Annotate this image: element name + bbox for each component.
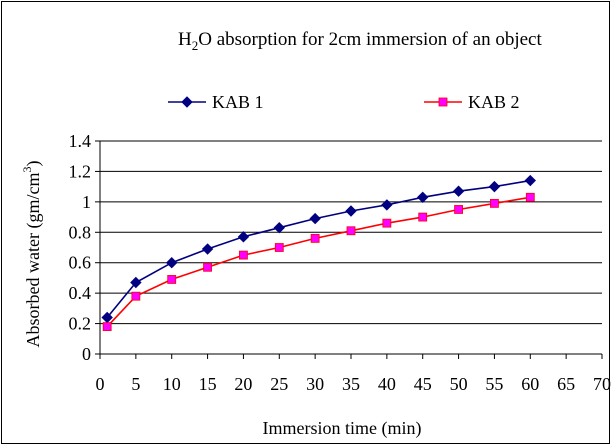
data-point	[345, 205, 357, 217]
y-tick-label: 0.4	[69, 283, 92, 303]
data-point	[203, 262, 212, 272]
data-point	[237, 231, 250, 243]
y-tick-label: 1	[82, 192, 91, 212]
x-tick-label: 30	[306, 374, 324, 394]
x-tick-label: 45	[414, 374, 432, 394]
y-axis-label-superscript: 3	[20, 167, 34, 173]
x-tick-label: 40	[378, 374, 396, 394]
data-point	[273, 222, 285, 234]
data-point	[490, 198, 499, 208]
data-point	[201, 243, 214, 255]
series-2	[102, 192, 535, 332]
chart-title-main: H	[178, 29, 192, 50]
data-point	[274, 243, 284, 252]
x-tick-label: 70	[593, 374, 611, 394]
series-line	[106, 179, 531, 319]
gridlines	[100, 140, 602, 325]
data-point	[130, 276, 142, 289]
data-point	[454, 205, 463, 214]
chart-title: H2O absorption for 2cm immersion of an o…	[178, 29, 542, 53]
x-tick-label: 20	[234, 374, 252, 394]
x-tick-label: 60	[521, 374, 539, 394]
x-tick-label: 25	[270, 374, 288, 394]
data-point	[418, 212, 428, 222]
y-tick-label: 1.4	[69, 131, 92, 151]
y-tick-label: 0	[82, 344, 91, 364]
data-point	[525, 192, 535, 202]
data-point	[524, 174, 536, 187]
y-tick-label: 0.6	[69, 253, 92, 273]
legend-item-2: KAB 2	[424, 92, 520, 112]
y-tick-label: 1.2	[69, 161, 92, 181]
legend-label: KAB 2	[468, 92, 520, 112]
y-axis-label: Absorbed water (gm/cm3)	[20, 161, 44, 348]
y-axis-label-main: Absorbed water (gm/cm	[23, 173, 44, 348]
data-point	[382, 218, 392, 228]
chart-title-subscript: 2	[192, 38, 199, 53]
x-tick-label: 15	[199, 374, 217, 394]
data-point	[310, 233, 320, 243]
axes	[95, 140, 603, 359]
legend-label: KAB 1	[212, 92, 264, 112]
data-point	[131, 291, 141, 301]
chart-title-rest: O absorption for 2cm immersion of an obj…	[198, 29, 542, 50]
data-point	[309, 212, 321, 225]
data-point	[166, 257, 178, 269]
series-layer	[101, 174, 536, 332]
legend-item-1: KAB 1	[168, 92, 264, 112]
y-tick-label: 0.2	[69, 314, 92, 334]
y-tick-labels: 0 0.2 0.4 0.6 0.8 1 1.2 1.4	[69, 131, 92, 364]
x-axis-label: Immersion time (min)	[263, 418, 422, 439]
data-point	[417, 191, 429, 204]
series-1	[101, 174, 536, 324]
data-point	[239, 250, 248, 260]
legend-marker	[438, 97, 448, 107]
x-tick-label: 65	[557, 374, 575, 394]
x-tick-label: 0	[96, 374, 105, 394]
x-tick-label: 10	[163, 374, 181, 394]
data-point	[452, 185, 465, 197]
data-point	[346, 226, 356, 236]
x-tick-label: 50	[450, 374, 468, 394]
x-tick-label: 55	[485, 374, 503, 394]
y-tick-label: 0.8	[69, 222, 92, 242]
legend: KAB 1 KAB 2	[168, 92, 520, 112]
legend-marker	[181, 96, 193, 108]
data-point	[488, 180, 501, 193]
x-tick-labels: 0 5 10 15 20 25 30 35 40 45 50 55 60 65 70	[96, 374, 612, 394]
data-point	[381, 199, 393, 211]
y-axis-label-close: )	[23, 161, 44, 167]
data-point	[167, 275, 177, 284]
data-point	[102, 322, 112, 332]
x-tick-label: 35	[342, 374, 360, 394]
x-tick-label: 5	[131, 374, 140, 394]
